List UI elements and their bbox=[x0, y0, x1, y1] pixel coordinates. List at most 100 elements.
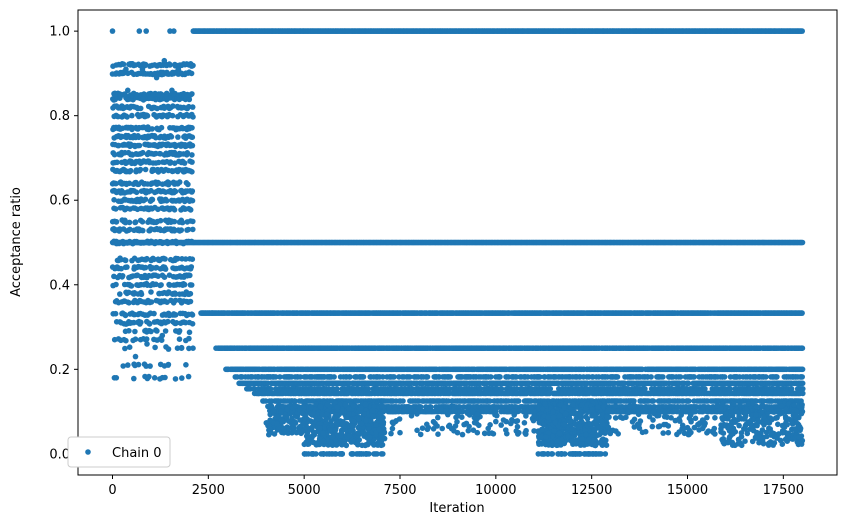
data-point bbox=[155, 273, 161, 280]
data-point bbox=[172, 376, 179, 382]
data-point bbox=[132, 336, 139, 343]
data-point bbox=[172, 188, 179, 195]
data-point bbox=[187, 272, 193, 279]
data-point bbox=[139, 219, 146, 225]
data-point bbox=[190, 226, 196, 233]
data-point bbox=[165, 318, 171, 325]
data-point bbox=[142, 196, 149, 203]
data-point bbox=[677, 374, 684, 380]
data-point bbox=[169, 112, 176, 119]
data-point bbox=[148, 289, 154, 295]
data-point bbox=[186, 329, 193, 336]
data-point bbox=[799, 239, 806, 246]
data-point bbox=[161, 274, 168, 281]
data-point bbox=[158, 337, 165, 344]
data-point bbox=[189, 321, 196, 327]
data-point bbox=[137, 105, 144, 112]
data-point bbox=[799, 345, 806, 352]
data-point bbox=[171, 207, 178, 213]
data-point bbox=[763, 374, 769, 380]
data-point bbox=[142, 166, 149, 173]
data-point bbox=[131, 375, 137, 382]
data-point bbox=[186, 96, 193, 103]
data-point bbox=[189, 159, 195, 165]
data-point bbox=[126, 219, 133, 226]
data-point bbox=[129, 112, 135, 119]
data-point bbox=[186, 335, 192, 342]
data-point bbox=[171, 218, 178, 225]
data-point bbox=[183, 362, 189, 368]
data-point bbox=[113, 219, 120, 225]
data-point bbox=[799, 374, 805, 380]
data-point bbox=[189, 197, 196, 204]
data-point bbox=[189, 142, 196, 149]
data-point bbox=[172, 297, 179, 304]
data-point bbox=[614, 374, 621, 380]
data-point bbox=[143, 336, 150, 342]
data-point bbox=[179, 219, 186, 226]
data-point bbox=[153, 134, 159, 141]
data-point bbox=[185, 181, 191, 188]
data-point bbox=[151, 256, 157, 263]
data-point bbox=[167, 159, 174, 165]
data-point bbox=[424, 374, 431, 380]
data-point bbox=[119, 273, 126, 279]
data-point bbox=[140, 149, 146, 156]
data-point bbox=[115, 113, 121, 120]
data-point bbox=[140, 227, 146, 234]
data-point bbox=[154, 328, 160, 334]
data-point bbox=[172, 312, 179, 318]
data-point bbox=[152, 344, 158, 351]
data-point bbox=[347, 374, 353, 380]
data-point bbox=[178, 227, 185, 233]
data-point bbox=[157, 217, 164, 224]
data-point bbox=[118, 265, 124, 272]
data-point bbox=[126, 180, 133, 187]
data-point bbox=[189, 256, 196, 263]
data-point bbox=[155, 159, 162, 166]
data-point bbox=[391, 374, 397, 380]
data-point bbox=[189, 312, 196, 318]
data-point bbox=[176, 179, 183, 185]
data-point bbox=[190, 114, 196, 120]
data-point bbox=[149, 126, 155, 132]
data-point bbox=[189, 104, 196, 110]
data-point bbox=[132, 219, 139, 225]
data-point bbox=[148, 299, 155, 305]
data-point bbox=[799, 28, 805, 34]
data-point bbox=[138, 291, 145, 298]
data-point bbox=[187, 207, 194, 213]
data-point bbox=[188, 70, 195, 77]
data-point bbox=[124, 114, 130, 120]
data-point bbox=[120, 363, 126, 369]
data-point bbox=[128, 283, 135, 289]
data-point bbox=[171, 160, 178, 166]
data-point bbox=[660, 374, 666, 380]
data-point bbox=[122, 219, 129, 226]
data-point bbox=[189, 152, 195, 158]
data-point bbox=[120, 61, 127, 67]
data-point bbox=[126, 344, 133, 351]
data-point bbox=[163, 198, 170, 204]
data-point bbox=[136, 142, 143, 149]
data-point bbox=[112, 310, 119, 317]
data-point bbox=[190, 218, 196, 225]
data-point bbox=[133, 189, 140, 196]
data-point bbox=[146, 321, 153, 327]
data-point bbox=[122, 257, 129, 264]
data-point bbox=[165, 346, 172, 352]
data-point bbox=[162, 328, 169, 334]
data-point bbox=[189, 188, 196, 194]
data-point bbox=[126, 328, 132, 334]
data-point bbox=[158, 124, 165, 131]
data-point bbox=[114, 159, 120, 166]
data-point bbox=[189, 134, 196, 140]
data-point bbox=[188, 264, 195, 270]
data-point bbox=[175, 134, 181, 140]
data-point bbox=[799, 310, 805, 316]
data-point bbox=[146, 373, 152, 380]
data-point bbox=[167, 282, 173, 288]
data-point bbox=[126, 300, 132, 306]
data-point bbox=[186, 345, 192, 352]
data-point bbox=[189, 125, 195, 131]
